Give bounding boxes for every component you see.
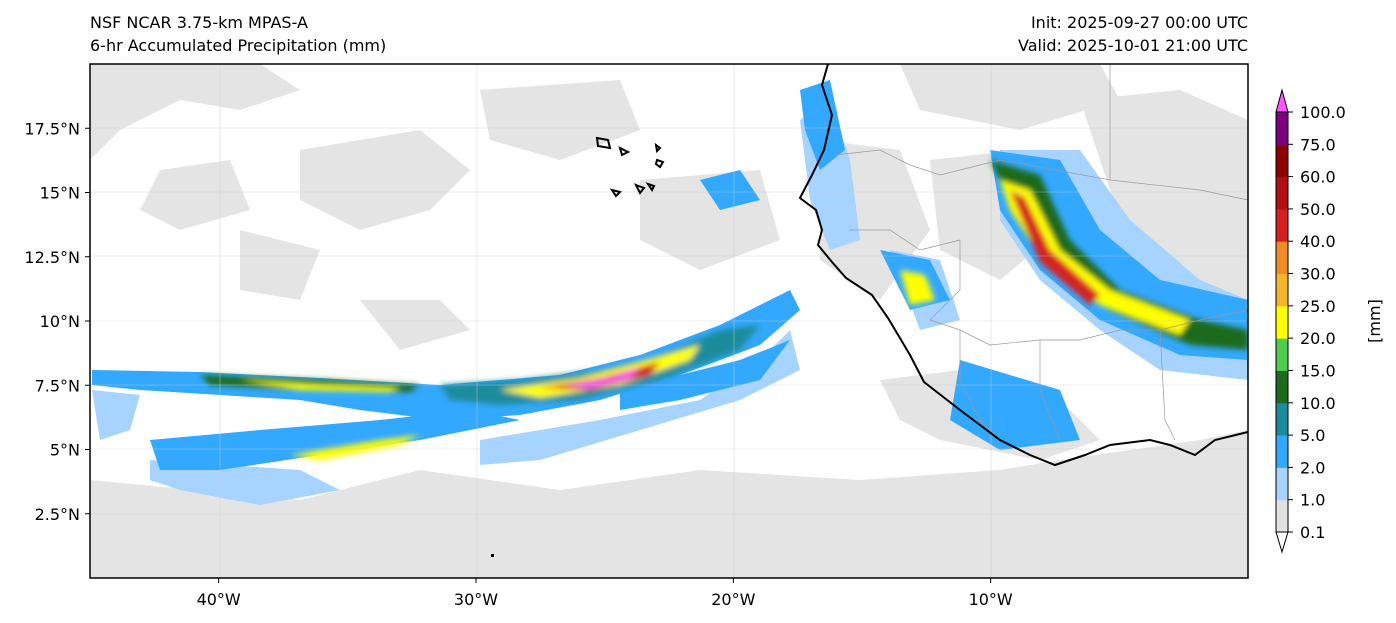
latitude-axis: 17.5°N 15°N 12.5°N 10°N 7.5°N 5°N 2.5°N (24, 119, 90, 524)
lat-tick-label: 5°N (50, 441, 80, 460)
lat-tick-label: 10°N (40, 312, 80, 331)
colorbar-tick-label: 20.0 (1300, 329, 1336, 348)
colorbar: 0.1 1.0 2.0 5.0 10.0 15.0 20.0 25.0 30.0 40.0 50.0… (1275, 88, 1346, 554)
colorbar-under-arrow (1275, 531, 1289, 554)
colorbar-segment (1276, 467, 1288, 501)
colorbar-segment (1276, 305, 1288, 339)
colorbar-tick-label: 2.0 (1300, 458, 1325, 477)
coastline (595, 64, 1248, 467)
colorbar-tick-label: 50.0 (1300, 200, 1336, 219)
colorbar-segment (1276, 241, 1288, 275)
lat-tick-label: 15°N (40, 184, 80, 203)
colorbar-tick-label: 75.0 (1300, 135, 1336, 154)
colorbar-tick-label: 15.0 (1300, 361, 1336, 380)
title-model: NSF NCAR 3.75-km MPAS-A (90, 13, 308, 32)
gridlines (90, 64, 1248, 578)
colorbar-segment (1276, 176, 1288, 210)
colorbar-segment (1276, 370, 1288, 404)
colorbar-segment (1276, 208, 1288, 242)
lon-tick-label: 30°W (454, 590, 498, 609)
colorbar-segment (1276, 499, 1288, 533)
colorbar-tick-label: 30.0 (1300, 265, 1336, 284)
colorbar-tick-label: 100.0 (1300, 103, 1346, 122)
colorbar-tick-label: 40.0 (1300, 232, 1336, 251)
light-precip-areas (90, 64, 1248, 578)
lat-tick-label: 2.5°N (35, 505, 80, 524)
colorbar-tick-label: 25.0 (1300, 297, 1336, 316)
lon-tick-label: 40°W (197, 590, 241, 609)
colorbar-tick-label: 5.0 (1300, 426, 1325, 445)
lon-tick-label: 20°W (711, 590, 755, 609)
colorbar-tick-label: 0.1 (1300, 523, 1325, 542)
colorbar-frame (1275, 111, 1289, 533)
lat-tick-label: 12.5°N (24, 248, 80, 267)
colorbar-segment (1276, 144, 1288, 178)
colorbar-segment (1276, 273, 1288, 307)
colorbar-tick-label: 60.0 (1300, 168, 1336, 187)
colorbar-tick-label: 10.0 (1300, 394, 1336, 413)
longitude-axis: 40°W 30°W 20°W 10°W (197, 578, 1013, 609)
colorbar-segment (1276, 435, 1288, 468)
colorbar-segment (1276, 112, 1288, 145)
country-borders (834, 64, 1248, 441)
map-field (90, 64, 1248, 578)
colorbar-tick-label: 1.0 (1300, 491, 1325, 510)
lon-tick-label: 10°W (969, 590, 1013, 609)
valid-time: Valid: 2025-10-01 21:00 UTC (1017, 36, 1248, 55)
colorbar-segment (1276, 338, 1288, 371)
island-dot (491, 554, 494, 557)
init-time: Init: 2025-09-27 00:00 UTC (1030, 13, 1248, 32)
lat-tick-label: 17.5°N (24, 119, 80, 138)
title-field: 6-hr Accumulated Precipitation (mm) (90, 36, 387, 55)
lat-tick-label: 7.5°N (35, 376, 80, 395)
colorbar-unit-label: [mm] (1365, 299, 1384, 343)
colorbar-over-arrow (1275, 88, 1289, 113)
colorbar-segment (1276, 402, 1288, 436)
